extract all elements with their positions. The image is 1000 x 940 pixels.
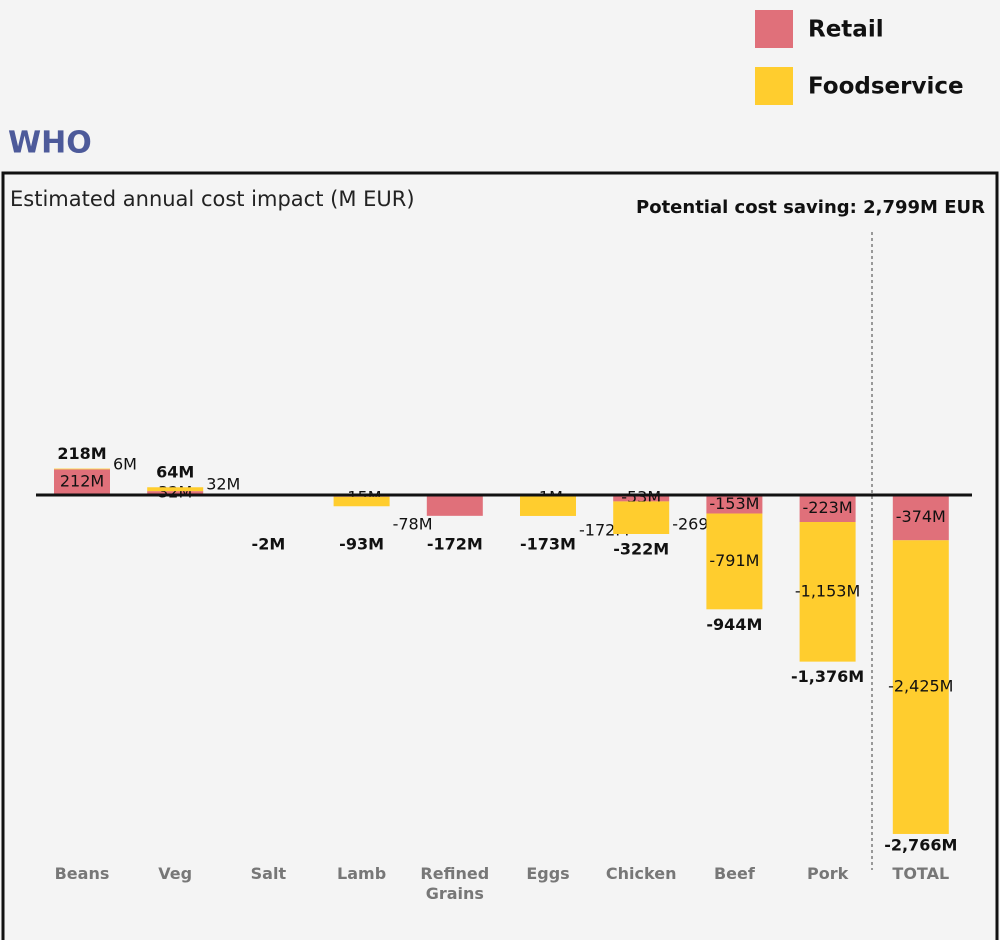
total-label: -944M (706, 615, 762, 634)
bar-segment (892, 495, 949, 541)
total-label: -322M (613, 539, 669, 558)
legend-swatch (755, 10, 793, 48)
category-label: Pork (806, 864, 849, 883)
bar-segment (706, 513, 763, 610)
segment-label: -78M (393, 515, 433, 534)
segment-label: 212M (60, 472, 104, 491)
total-label: -172M (427, 535, 483, 554)
legend-label: Retail (808, 17, 884, 43)
category-label: Lamb (337, 864, 387, 883)
bar-segment (333, 496, 390, 507)
bar-segment (613, 495, 670, 502)
segment-label: 32M (206, 475, 240, 494)
total-label: -1,376M (791, 667, 864, 686)
segment-label: -2,425M (888, 677, 953, 696)
segment-label: 32M (158, 483, 192, 502)
segment-label: -374M (896, 507, 946, 526)
segment-label: -223M (803, 498, 853, 517)
bar-segment (799, 522, 856, 662)
segment-label: -791M (709, 551, 759, 570)
bar-segment (520, 495, 576, 516)
category-label: Salt (250, 864, 287, 883)
segment-label: -1,153M (795, 581, 860, 600)
category-label: TOTAL (892, 864, 950, 883)
category-label: Chicken (605, 864, 677, 883)
total-label: -173M (520, 535, 576, 554)
bar-segment (706, 495, 763, 514)
total-label: -2,766M (884, 835, 957, 854)
category-label: Refined Grains (420, 864, 490, 903)
annotation: Potential cost saving: 2,799M EUR (636, 197, 985, 218)
category-label: Veg (158, 864, 193, 883)
bar-segment (54, 468, 110, 470)
category-label: Beef (713, 864, 755, 883)
legend-label: Foodservice (808, 74, 964, 100)
chart-title: Estimated annual cost impact (M EUR) (10, 187, 415, 211)
segment-label: -153M (709, 494, 759, 513)
legend-swatch (755, 67, 793, 105)
category-label: Beans (54, 864, 110, 883)
total-label: 218M (57, 444, 106, 463)
bar-segment (799, 495, 856, 523)
panel-border (1, 171, 999, 940)
category-label: Eggs (526, 864, 570, 883)
total-label: 64M (156, 463, 194, 482)
heading: WHO (8, 126, 92, 161)
bar-segment (426, 495, 483, 516)
bar-segment (147, 487, 204, 492)
bar-segment (892, 540, 949, 834)
total-label: -2M (252, 535, 286, 554)
bar-segment (147, 491, 204, 495)
bar-segment (613, 501, 670, 534)
segment-label: 6M (113, 454, 137, 473)
bar-segment (54, 469, 110, 495)
total-label: -93M (339, 535, 384, 554)
